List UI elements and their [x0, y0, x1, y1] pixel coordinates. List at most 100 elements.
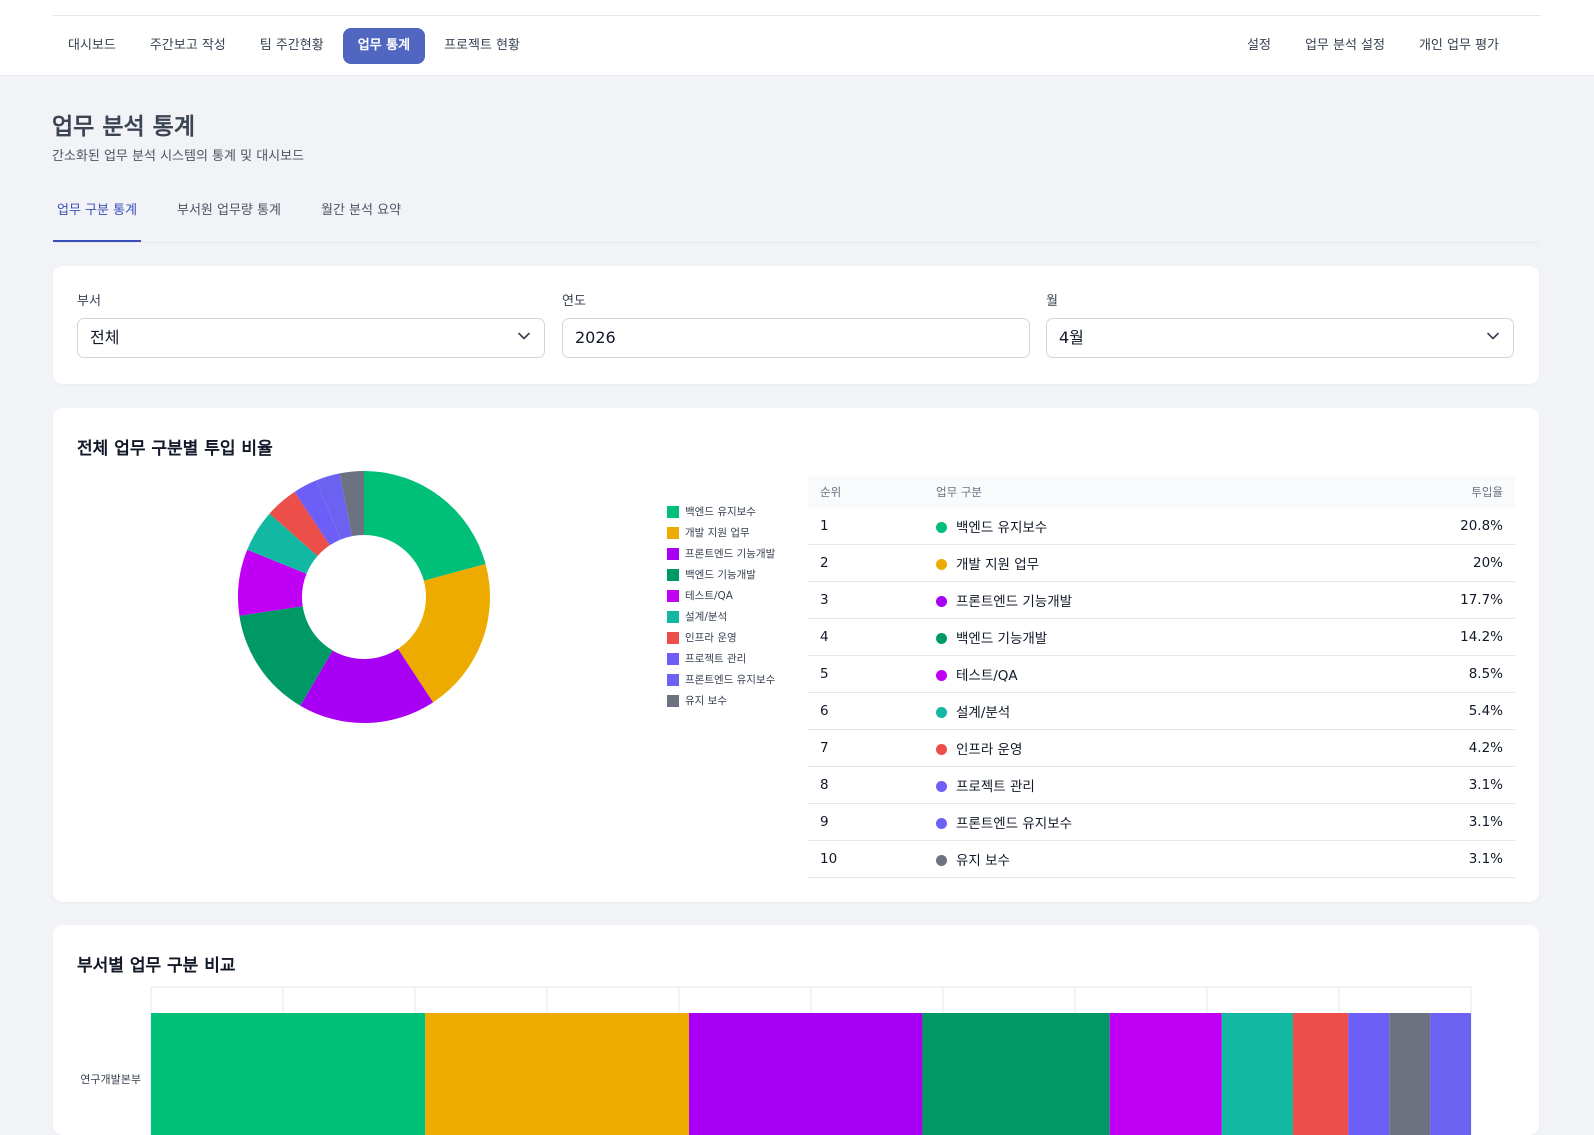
- donut-slice-개발-지원-업무[interactable]: [398, 563, 491, 703]
- nav-dashboard[interactable]: 대시보드: [68, 38, 116, 53]
- legend-label: 백엔드 기능개발: [685, 569, 756, 581]
- legend-item[interactable]: 개발 지원 업무: [667, 522, 775, 543]
- category-name: 설계/분석: [956, 705, 1011, 721]
- legend-item[interactable]: 테스트/QA: [667, 585, 775, 606]
- rank-cell: 8: [808, 766, 924, 804]
- legend-swatch: [667, 673, 679, 686]
- bar-segment-프론트엔드-기능개발[interactable]: [689, 1013, 923, 1135]
- bar-segment-유지-보수[interactable]: [1389, 1013, 1431, 1135]
- dept-select[interactable]: 전체: [77, 318, 545, 358]
- donut-slice-백엔드-기능개발[interactable]: [239, 606, 333, 706]
- ratio-cell: 8.5%: [1340, 655, 1515, 693]
- donut-slice-프론트엔드-기능개발[interactable]: [300, 648, 434, 723]
- tab-monthly-summary[interactable]: 월간 분석 요약: [321, 203, 402, 218]
- year-label: 연도: [562, 294, 586, 309]
- nav-analysis-settings[interactable]: 업무 분석 설정: [1304, 38, 1385, 53]
- category-name: 프로젝트 관리: [956, 779, 1035, 795]
- top-divider: [53, 15, 1541, 16]
- category-color-dot: [936, 855, 947, 866]
- legend-item[interactable]: 인프라 운영: [667, 627, 775, 648]
- category-color-dot: [936, 744, 947, 755]
- table-row: 2 개발 지원 업무 20%: [808, 544, 1515, 582]
- legend-item[interactable]: 유지 보수: [667, 690, 775, 711]
- month-select[interactable]: 4월: [1046, 318, 1514, 358]
- category-color-dot: [936, 818, 947, 829]
- ratio-chart-title: 전체 업무 구분별 투입 비율: [77, 439, 273, 459]
- bar-segment-백엔드-유지보수[interactable]: [151, 1013, 426, 1135]
- legend-swatch: [667, 526, 679, 539]
- bar-segment-개발-지원-업무[interactable]: [425, 1013, 690, 1135]
- dept-label: 부서: [77, 294, 101, 309]
- category-color-dot: [936, 633, 947, 644]
- legend-swatch: [667, 610, 679, 623]
- nav-work-statistics[interactable]: 업무 통계: [342, 28, 426, 64]
- legend-item[interactable]: 프론트엔드 기능개발: [667, 543, 775, 564]
- legend-label: 설계/분석: [685, 611, 728, 623]
- category-name: 개발 지원 업무: [956, 557, 1040, 573]
- bar-segment-인프라-운영[interactable]: [1292, 1013, 1349, 1135]
- donut-slice-테스트-QA[interactable]: [238, 549, 307, 616]
- ratio-cell: 3.1%: [1340, 840, 1515, 878]
- secondary-nav: 설정 업무 분석 설정 개인 업무 평가: [1232, 28, 1514, 64]
- ratio-cell: 14.2%: [1340, 618, 1515, 656]
- ratio-cell: 20.8%: [1340, 508, 1515, 545]
- category-name: 테스트/QA: [956, 668, 1018, 684]
- donut-slice-유지-보수[interactable]: [339, 471, 364, 537]
- donut-chart: [238, 471, 491, 723]
- legend-item[interactable]: 프론트엔드 유지보수: [667, 669, 775, 690]
- bar-segment-백엔드-기능개발[interactable]: [922, 1013, 1110, 1135]
- tab-category-stats[interactable]: 업무 구분 통계: [53, 196, 142, 242]
- category-cell: 백엔드 유지보수: [924, 508, 1341, 545]
- donut-slice-설계-분석[interactable]: [247, 513, 318, 574]
- category-name: 인프라 운영: [956, 742, 1023, 758]
- year-input[interactable]: 2026: [562, 318, 1030, 358]
- rank-cell: 3: [808, 581, 924, 619]
- legend-item[interactable]: 설계/분석: [667, 606, 775, 627]
- table-row: 3 프론트엔드 기능개발 17.7%: [808, 581, 1515, 619]
- nav-team-weekly-status[interactable]: 팀 주간현황: [259, 38, 324, 53]
- category-cell: 유지 보수: [924, 840, 1341, 878]
- legend-item[interactable]: 백엔드 기능개발: [667, 564, 775, 585]
- category-color-dot: [936, 707, 947, 718]
- y-tick-label: 연구개발본부: [80, 1073, 141, 1086]
- bar-segment-설계-분석[interactable]: [1221, 1013, 1293, 1135]
- table-row: 4 백엔드 기능개발 14.2%: [808, 618, 1515, 656]
- legend-label: 프로젝트 관리: [685, 653, 747, 665]
- donut-slice-프로젝트-관리[interactable]: [294, 480, 341, 546]
- category-cell: 인프라 운영: [924, 729, 1341, 767]
- bar-segment-테스트-QA[interactable]: [1109, 1013, 1222, 1135]
- ratio-cell: 3.1%: [1340, 766, 1515, 804]
- donut-slice-프론트엔드-유지보수[interactable]: [316, 473, 353, 540]
- rank-cell: 5: [808, 655, 924, 693]
- dept-comparison-title: 부서별 업무 구분 비교: [77, 956, 236, 976]
- nav-project-status[interactable]: 프로젝트 현황: [444, 38, 520, 53]
- legend-label: 인프라 운영: [685, 632, 737, 644]
- table-row: 8 프로젝트 관리 3.1%: [808, 766, 1515, 804]
- legend-swatch: [667, 631, 679, 644]
- legend-swatch: [667, 694, 679, 707]
- bar-segment-프론트엔드-유지보수[interactable]: [1430, 1013, 1471, 1135]
- legend-item[interactable]: 프로젝트 관리: [667, 648, 775, 669]
- chevron-down-icon: [518, 332, 530, 340]
- tab-member-workload[interactable]: 부서원 업무량 통계: [177, 203, 281, 218]
- chevron-down-icon: [1487, 332, 1499, 340]
- filter-card: 부서 전체 연도 2026 월 4월: [53, 266, 1539, 384]
- nav-settings[interactable]: 설정: [1247, 38, 1271, 53]
- page-subtitle: 간소화된 업무 분석 시스템의 통계 및 대시보드: [52, 149, 305, 164]
- category-cell: 프로젝트 관리: [924, 766, 1341, 804]
- legend-swatch: [667, 547, 679, 560]
- main-nav: 대시보드 주간보고 작성 팀 주간현황 업무 통계 프로젝트 현황: [53, 28, 535, 64]
- rank-cell: 7: [808, 729, 924, 767]
- donut-slice-인프라-운영[interactable]: [269, 491, 330, 556]
- nav-personal-evaluation[interactable]: 개인 업무 평가: [1418, 38, 1499, 53]
- legend-label: 테스트/QA: [685, 590, 733, 602]
- legend-item[interactable]: 백엔드 유지보수: [667, 501, 775, 522]
- page-title: 업무 분석 통계: [52, 114, 195, 140]
- category-color-dot: [936, 522, 947, 533]
- donut-slice-백엔드-유지보수[interactable]: [364, 471, 486, 581]
- nav-weekly-report-write[interactable]: 주간보고 작성: [149, 38, 226, 53]
- legend-label: 개발 지원 업무: [685, 527, 750, 539]
- top-navbar: 대시보드 주간보고 작성 팀 주간현황 업무 통계 프로젝트 현황 설정 업무 …: [0, 0, 1594, 76]
- col-ratio: 투입율: [1340, 476, 1515, 508]
- bar-segment-프로젝트-관리[interactable]: [1348, 1013, 1390, 1135]
